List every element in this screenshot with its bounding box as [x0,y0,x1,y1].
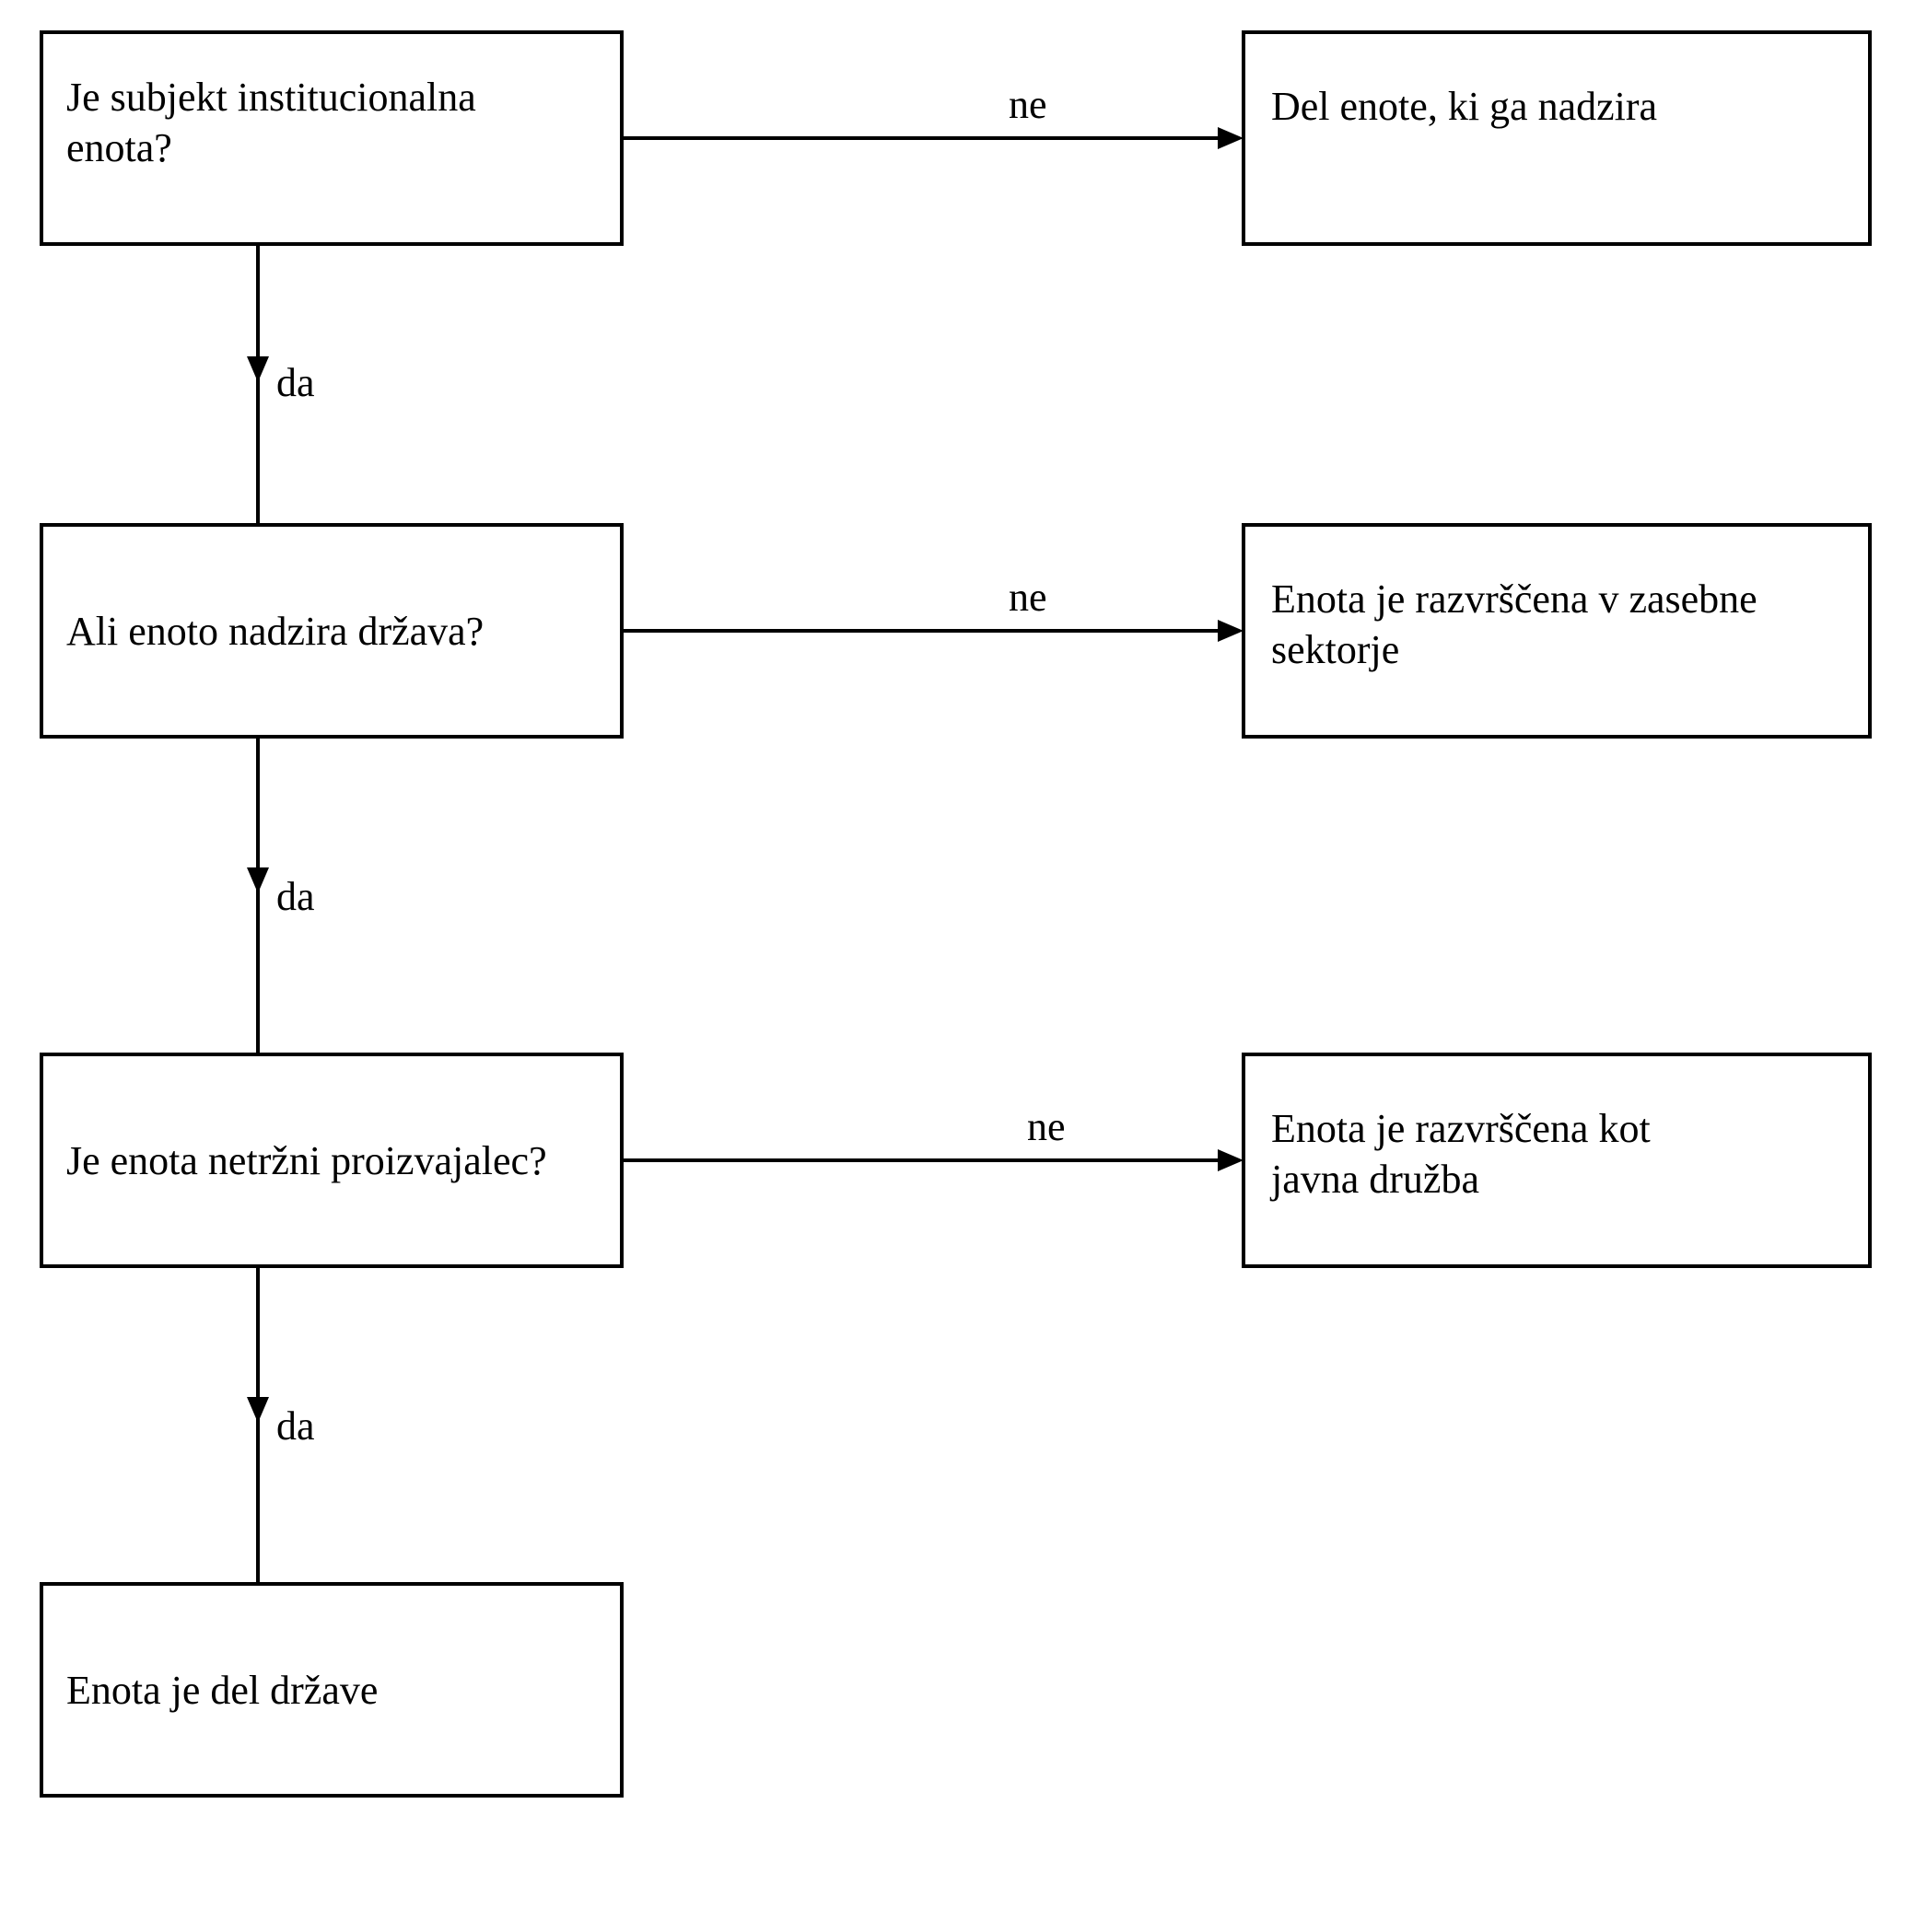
flowchart-canvas: ne ne ne da da da Je subjekt institucionalna en… [0,0,1915,1932]
node-r1-line0: Del enote, ki ga nadzira [1271,84,1657,129]
node-q1-line1: enota? [66,125,172,170]
edge-label-ne: ne [1009,82,1047,127]
edge-label-ne: ne [1009,575,1047,620]
edge-label-da: da [276,1403,315,1449]
node-q3-line0: Je enota netržni proizvajalec? [66,1138,547,1183]
node-r4-line0: Enota je del države [66,1668,378,1713]
node-r3-line1: javna družba [1269,1157,1479,1202]
node-r2-line1: sektorje [1271,627,1399,672]
edge-label-da: da [276,874,315,919]
node-q2-line0: Ali enoto nadzira država? [66,609,484,654]
edge-label-da: da [276,360,315,405]
node-q1-line0: Je subjekt institucionalna [66,75,476,120]
node-r2-line0: Enota je razvrščena v zasebne [1271,576,1757,622]
node-r3-line0: Enota je razvrščena kot [1271,1106,1651,1151]
edge-label-ne: ne [1027,1104,1066,1149]
